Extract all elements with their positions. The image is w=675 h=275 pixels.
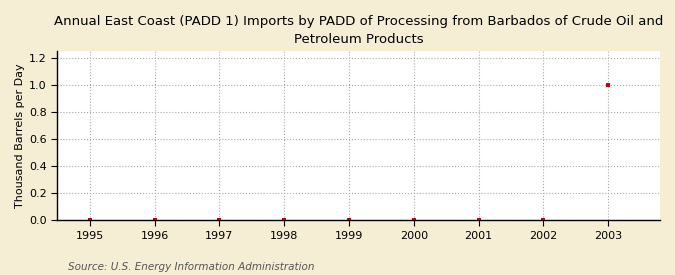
Y-axis label: Thousand Barrels per Day: Thousand Barrels per Day: [15, 64, 25, 208]
Text: Source: U.S. Energy Information Administration: Source: U.S. Energy Information Administ…: [68, 262, 314, 272]
Title: Annual East Coast (PADD 1) Imports by PADD of Processing from Barbados of Crude : Annual East Coast (PADD 1) Imports by PA…: [54, 15, 664, 46]
